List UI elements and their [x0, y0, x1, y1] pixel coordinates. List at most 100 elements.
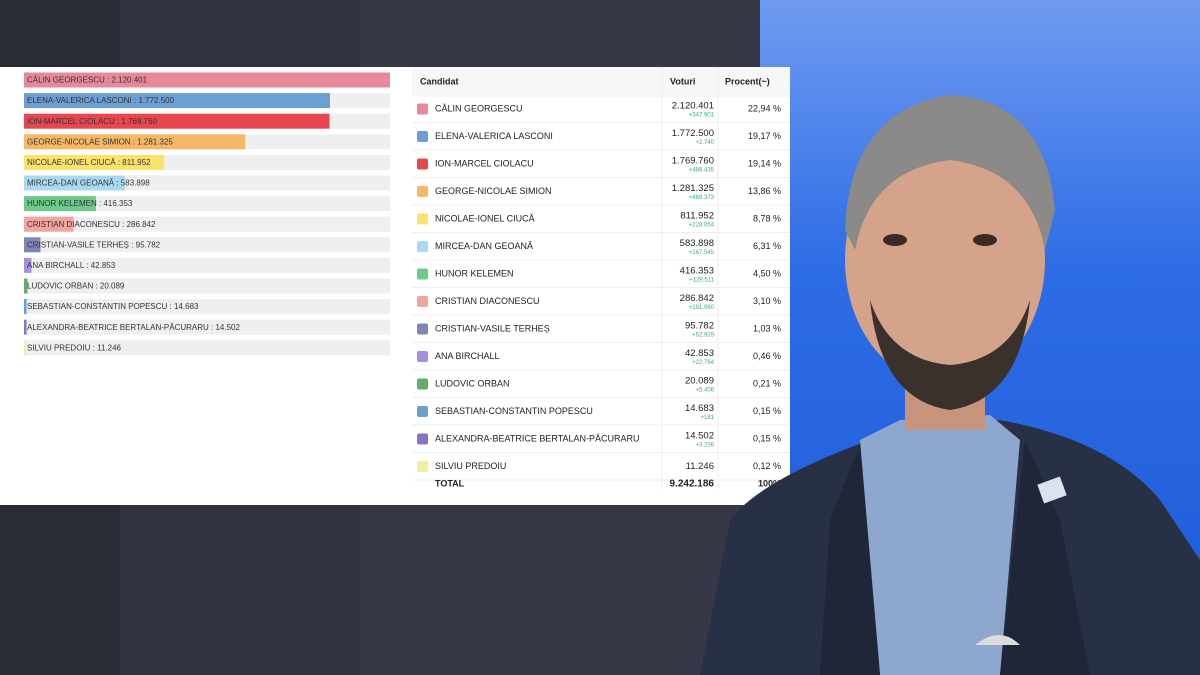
- results-table: CĂLIN GEORGESCU 2.120.401+347.901 22,94 % E…: [412, 101, 790, 481]
- candidate-name: SILVIU PREDOIU: [435, 461, 506, 471]
- color-swatch: [417, 213, 428, 225]
- percent: 6,31 %: [753, 241, 781, 251]
- bar-label: SILVIU PREDOIU : 11.246: [27, 343, 122, 352]
- candidate-name: SEBASTIAN-CONSTANTIN POPESCU: [435, 406, 593, 416]
- bar-label: CRISTIAN DIACONESCU : 286.842: [27, 220, 156, 229]
- bar-label: NICOLAE-IONEL CIUCĂ : 811.952: [27, 158, 151, 167]
- votes: 95.782: [685, 321, 714, 332]
- bar: [24, 257, 32, 273]
- bar: [24, 93, 330, 109]
- bar-label: ANA BIRCHALL : 42.853: [27, 261, 116, 270]
- bar-track: [24, 299, 390, 315]
- votes: 1.769.760: [672, 156, 714, 167]
- table-header-bg: [412, 67, 790, 97]
- votes: 416.353: [680, 266, 714, 277]
- candidate-name: CĂLIN GEORGESCU: [435, 103, 523, 113]
- votes: 11.246: [686, 461, 714, 472]
- bar: [24, 72, 390, 88]
- votes: 1.281.325: [672, 183, 714, 194]
- candidate-name: MIRCEA-DAN GEOANĂ: [435, 241, 533, 251]
- color-swatch: [417, 241, 428, 252]
- bar-label: GEORGE-NICOLAE SIMION : 1.281.325: [27, 137, 173, 146]
- bar-track: [24, 216, 390, 232]
- candidate-name: GEORGE-NICOLAE SIMION: [435, 186, 552, 196]
- color-swatch: [417, 186, 428, 197]
- bar: [24, 196, 96, 212]
- bar-track: [24, 319, 390, 335]
- votes-change: +347.901: [689, 113, 715, 119]
- table-header: Procent(~): [725, 76, 770, 86]
- bar: [24, 216, 74, 232]
- votes-change: +3.236: [695, 443, 714, 449]
- votes-change: +52.929: [692, 333, 715, 339]
- color-swatch: [417, 433, 428, 445]
- color-swatch: [417, 268, 428, 280]
- table-header: Voturi: [670, 76, 695, 86]
- portrait: [700, 95, 1200, 675]
- votes-change: +469.373: [689, 195, 715, 201]
- color-swatch: [417, 323, 428, 335]
- bar-label: SEBASTIAN-CONSTANTIN POPESCU : 14.683: [27, 302, 199, 311]
- bar: [24, 278, 28, 294]
- total-percent: 100%: [758, 478, 781, 488]
- percent: 19,14 %: [748, 158, 781, 168]
- percent: 0,12 %: [753, 461, 781, 471]
- bar-label: ALEXANDRA-BEATRICE BERTALAN-PĂCURARU : 1…: [27, 323, 241, 332]
- percent: 0,46 %: [753, 351, 781, 361]
- color-swatch: [417, 406, 428, 417]
- votes: 2.120.401: [672, 101, 714, 112]
- color-swatch: [417, 378, 428, 390]
- bar-track: [24, 196, 390, 212]
- bar: [24, 175, 125, 191]
- candidate-name: CRISTIAN DIACONESCU: [435, 296, 540, 306]
- percent: 0,15 %: [753, 433, 781, 443]
- votes: 14.683: [685, 403, 714, 414]
- votes-change: +228.054: [689, 223, 715, 229]
- bar: [24, 299, 27, 315]
- bar-label: CRISTIAN-VASILE TERHEȘ : 95.782: [27, 240, 161, 249]
- percent: 3,10 %: [753, 296, 781, 306]
- color-swatch: [417, 158, 428, 170]
- candidate-name: CRISTIAN-VASILE TERHEȘ: [435, 323, 550, 333]
- votes: 42.853: [685, 348, 714, 359]
- candidate-name: ALEXANDRA-BEATRICE BERTALAN-PĂCURARU: [435, 433, 640, 443]
- percent: 8,78 %: [753, 213, 781, 223]
- votes-change: +5.406: [695, 388, 714, 394]
- candidate-name: HUNOR KELEMEN: [435, 268, 514, 278]
- votes-change: +191.060: [689, 305, 715, 311]
- candidate-name: ELENA-VALERICA LASCONI: [435, 131, 553, 141]
- color-swatch: [417, 351, 428, 362]
- votes-change: +129.511: [689, 278, 714, 284]
- total-votes: 9.242.186: [670, 479, 715, 490]
- bar: [24, 237, 41, 253]
- bar-label: ION-MARCEL CIOLACU : 1.769.760: [27, 117, 158, 126]
- percent: 22,94 %: [748, 103, 781, 113]
- votes-change: +22.764: [692, 360, 715, 366]
- percent: 1,03 %: [753, 323, 781, 333]
- percent: 13,86 %: [748, 186, 781, 196]
- bar-track: [24, 278, 390, 294]
- votes: 1.772.500: [672, 128, 714, 139]
- votes-change: +2.740: [695, 140, 714, 146]
- color-swatch: [417, 131, 428, 142]
- color-swatch: [417, 461, 428, 472]
- votes: 20.089: [685, 376, 714, 387]
- bar-label: CĂLIN GEORGESCU : 2.120.401: [27, 76, 148, 85]
- color-swatch: [417, 103, 428, 115]
- bar-label: MIRCEA-DAN GEOANĂ : 583.898: [27, 179, 150, 188]
- bar-chart: CĂLIN GEORGESCU : 2.120.401 ELENA-VALERIC…: [24, 72, 390, 356]
- votes: 583.898: [680, 238, 714, 249]
- percent: 4,50 %: [753, 268, 781, 278]
- bar-track: [24, 257, 390, 273]
- bar-track: [24, 237, 390, 253]
- candidate-name: ION-MARCEL CIOLACU: [435, 158, 534, 168]
- color-swatch: [417, 296, 428, 307]
- bar: [24, 340, 26, 356]
- votes: 286.842: [680, 293, 714, 304]
- total-label: TOTAL: [435, 478, 465, 488]
- votes: 14.502: [685, 431, 714, 442]
- votes-change: +488.435: [689, 168, 715, 174]
- bar-label: LUDOVIC ORBAN : 20.089: [27, 282, 125, 291]
